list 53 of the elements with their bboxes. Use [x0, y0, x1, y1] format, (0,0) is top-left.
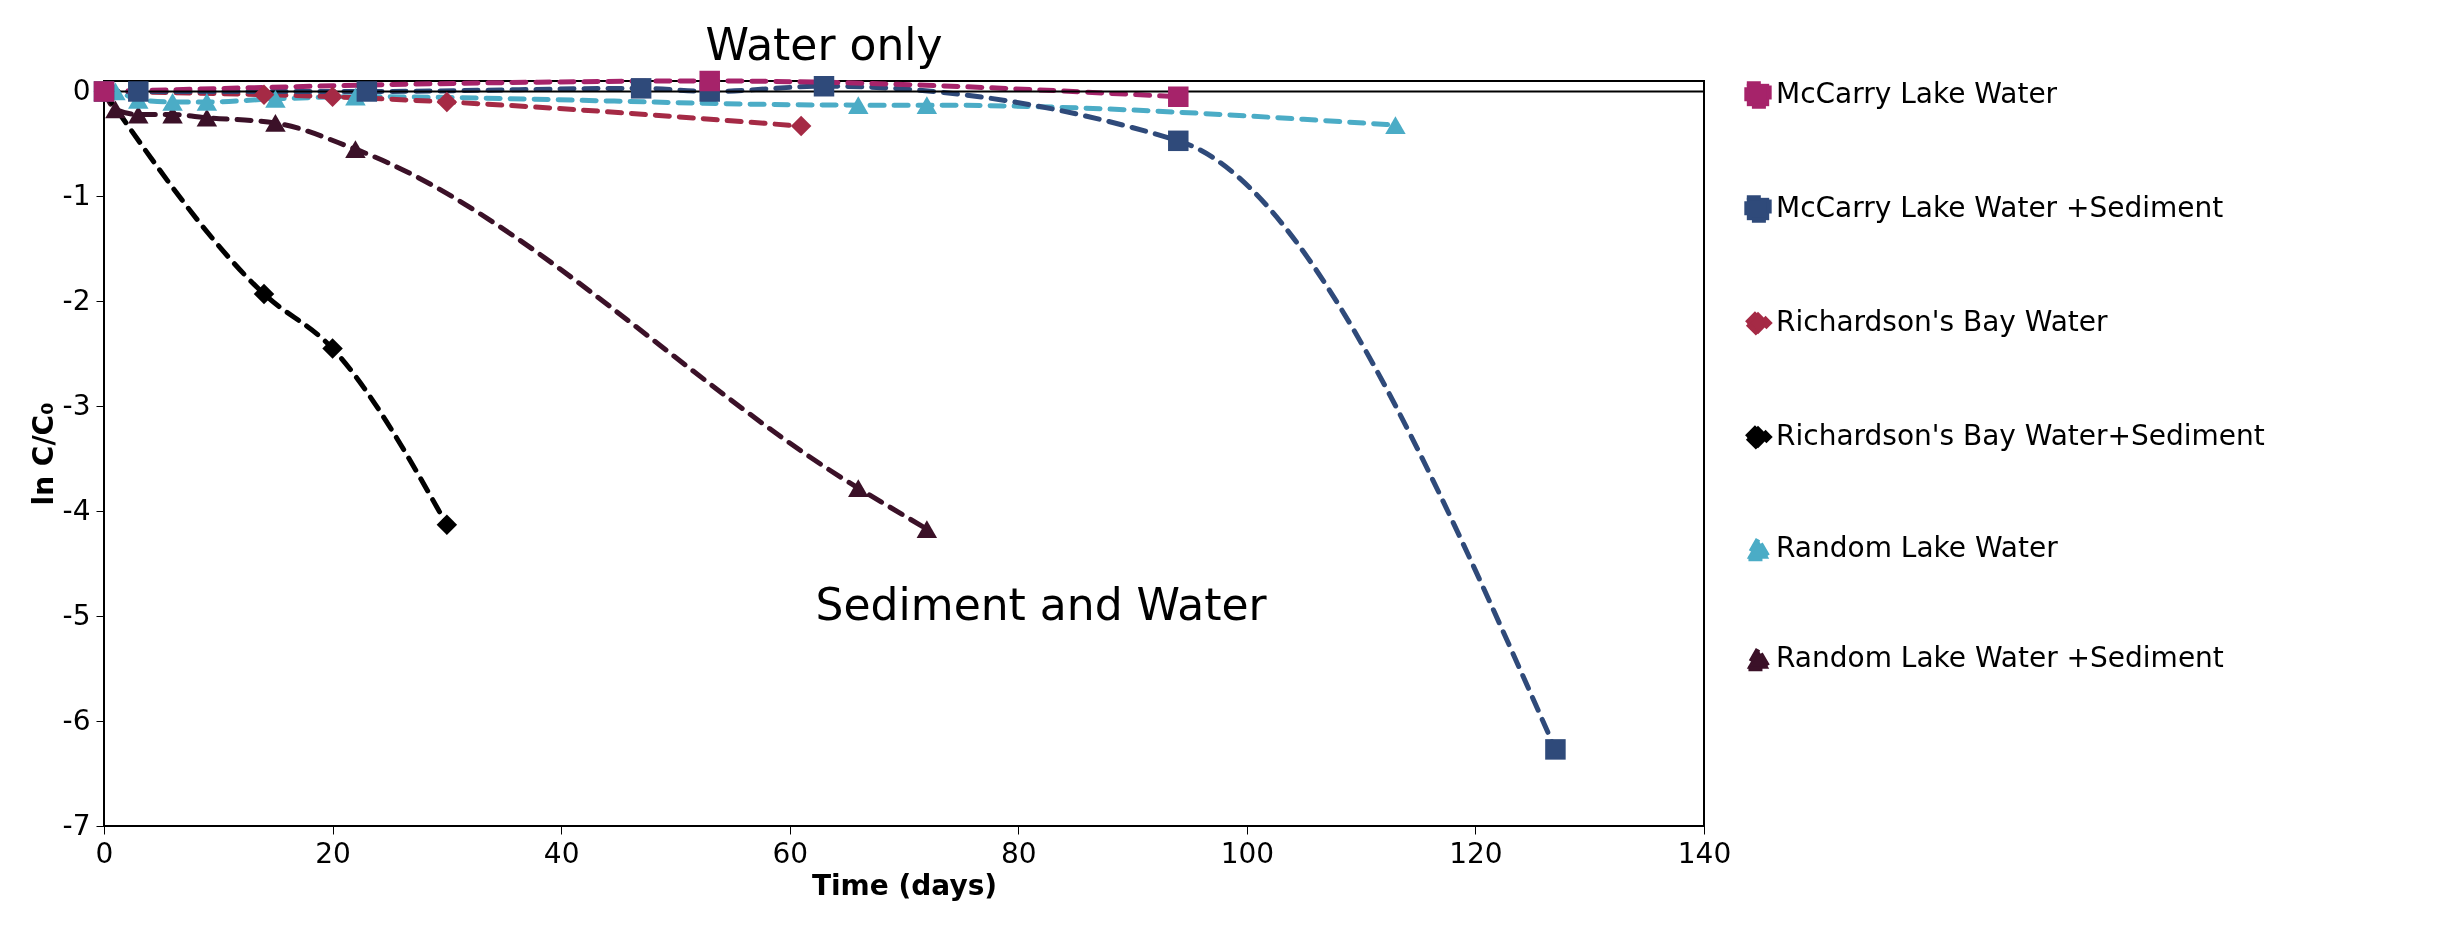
annotation: Sediment and Water: [815, 579, 1267, 631]
point: [1385, 116, 1406, 134]
point: [196, 93, 218, 111]
point: [356, 81, 378, 102]
point: [1168, 130, 1189, 152]
point: [265, 114, 286, 132]
point: [162, 93, 183, 111]
point: [105, 100, 126, 119]
point: [345, 140, 366, 159]
x-axis-title: Time (days): [811, 868, 998, 902]
point: [196, 108, 218, 127]
point: [813, 76, 835, 97]
y-tick-label: -1: [62, 178, 91, 212]
legend-label: Random Lake Water: [1776, 531, 2059, 564]
legend-label: Richardson's Bay Water: [1776, 305, 2109, 338]
x-tick-label: 60: [772, 836, 809, 870]
y-tick-label: -2: [62, 283, 91, 317]
x-tick-label: 140: [1677, 836, 1732, 870]
legend-label: McCarry Lake Water +Sediment: [1776, 191, 2224, 224]
legend-label: Richardson's Bay Water+Sediment: [1776, 419, 2265, 452]
point: [128, 81, 149, 102]
text: Water only: [705, 19, 943, 70]
x-tick-label: 120: [1449, 836, 1503, 870]
point: [699, 70, 720, 92]
point: [1545, 739, 1566, 760]
point: [848, 479, 869, 497]
legend-label: Random Lake Water +Sediment: [1776, 641, 2224, 674]
y-tick-label: -5: [62, 598, 91, 632]
y-tick-label: -6: [62, 703, 91, 737]
point: [1168, 86, 1189, 107]
point: [436, 91, 458, 113]
point: [322, 338, 343, 359]
y-tick-label: -4: [62, 493, 91, 527]
point: [253, 84, 275, 105]
point: [916, 96, 938, 115]
y-tick-label: 0: [72, 73, 91, 107]
point: [630, 78, 652, 99]
y-axis-title: ln C/C₀: [26, 402, 60, 506]
x-tick-label: 0: [95, 836, 114, 870]
point: [436, 514, 458, 536]
point: [916, 520, 938, 538]
point: [322, 86, 343, 107]
point: [848, 96, 869, 115]
point: [265, 89, 286, 108]
x-tick-label: 100: [1220, 836, 1275, 870]
point: [790, 115, 812, 137]
point: [253, 283, 275, 305]
y-tick-label: -7: [62, 808, 91, 842]
x-tick-label: 80: [1000, 836, 1037, 870]
x-tick-label: 20: [315, 836, 351, 870]
y-tick-label: -3: [62, 388, 91, 422]
legend-label: McCarry Lake Water: [1776, 77, 2058, 110]
x-tick-label: 40: [543, 836, 580, 870]
